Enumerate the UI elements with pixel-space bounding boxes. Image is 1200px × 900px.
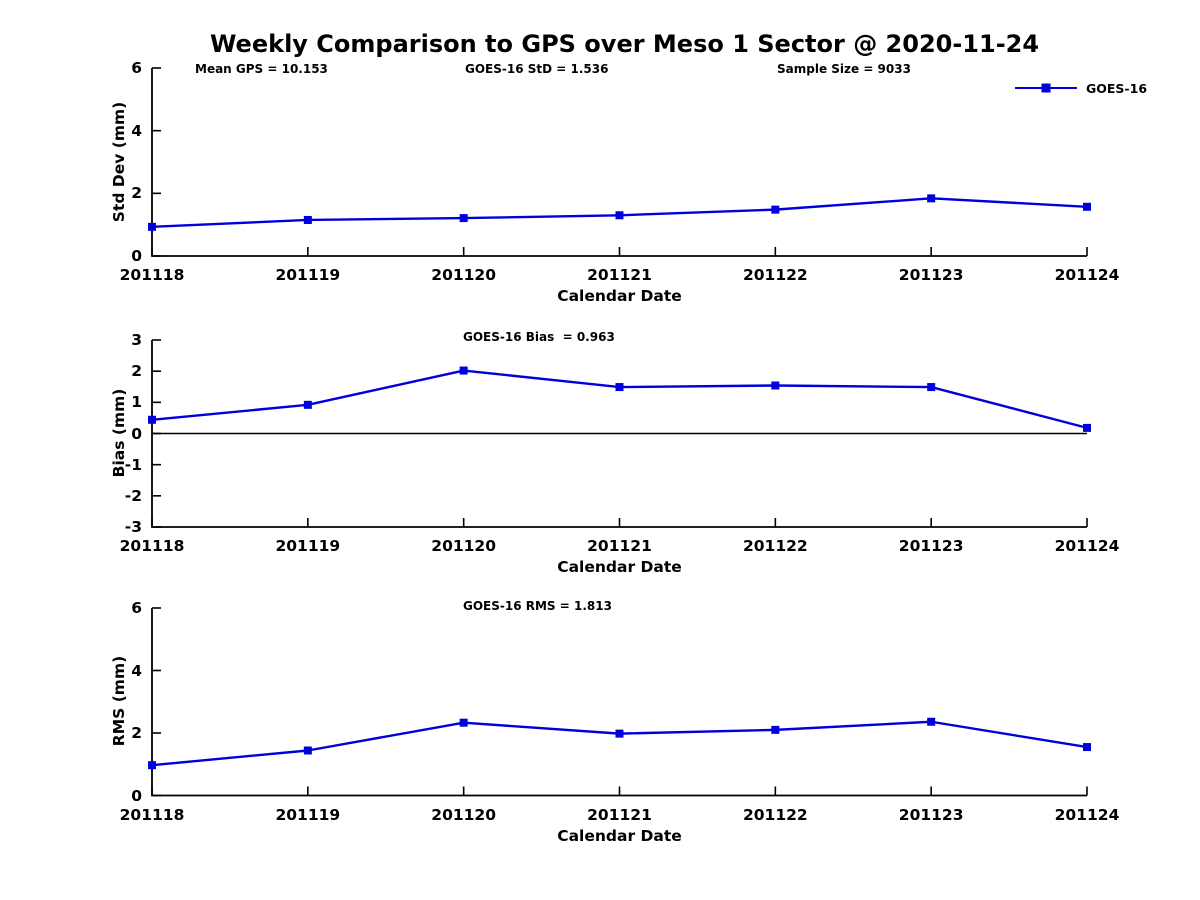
x-axis-label-calendar-date-2: Calendar Date (557, 558, 682, 576)
annotation-goes16-std: GOES-16 StD = 1.536 (465, 62, 609, 76)
x-tick-label: 201124 (1054, 266, 1120, 284)
legend-label: GOES-16 (1086, 80, 1148, 96)
legend-line-marker-icon (1015, 83, 1077, 93)
y-tick-label: -3 (124, 518, 142, 536)
annotation-mean-gps: Mean GPS = 10.153 (195, 62, 328, 76)
y-tick-label: 1 (131, 393, 142, 412)
y-tick-label: 0 (131, 247, 142, 265)
x-tick-label: 201122 (742, 537, 808, 555)
data-point-marker (771, 381, 780, 390)
data-point-marker (148, 761, 156, 770)
axes-spines (151, 68, 1087, 257)
x-tick-label: 201118 (119, 537, 185, 555)
series-line-GOES-16 (151, 720, 1088, 767)
legend-square-marker-icon (1041, 83, 1051, 93)
data-point-marker (615, 211, 624, 220)
x-tick-label: 201123 (898, 266, 964, 284)
legend-goes16: GOES-16 (1015, 78, 1147, 98)
x-tick-label: 201119 (275, 266, 341, 284)
x-tick-label: 201118 (119, 806, 185, 824)
data-point-marker (1083, 743, 1091, 752)
y-tick-label: -2 (124, 486, 142, 505)
data-point-marker (303, 400, 312, 409)
y-tick-label: 4 (131, 121, 142, 140)
data-point-marker (927, 717, 936, 726)
data-point-marker (1083, 202, 1091, 211)
x-tick-label: 201121 (587, 806, 652, 824)
plot-std-dev (148, 67, 1091, 257)
y-tick-label: 6 (131, 59, 142, 77)
y-tick-label: 0 (131, 786, 142, 805)
x-tick-label: 201122 (742, 266, 808, 284)
data-point-marker (1083, 423, 1091, 432)
data-point-marker (303, 215, 312, 224)
data-point-marker (771, 205, 780, 214)
data-point-marker (459, 214, 468, 223)
data-point-marker (459, 718, 468, 727)
y-tick-label: 2 (131, 362, 142, 381)
x-tick-label: 201120 (431, 806, 497, 824)
x-tick-label: 201118 (119, 266, 185, 284)
x-tick-label: 201124 (1054, 806, 1120, 824)
annotation-goes16-rms: GOES-16 RMS = 1.813 (463, 599, 612, 613)
y-tick-label: 3 (131, 331, 142, 349)
data-point-marker (615, 729, 624, 738)
x-tick-label: 201124 (1054, 537, 1120, 555)
x-tick-label: 201119 (275, 537, 341, 555)
x-tick-label: 201121 (587, 266, 652, 284)
y-tick-label: 4 (131, 661, 142, 680)
figure-title: Weekly Comparison to GPS over Meso 1 Sec… (209, 30, 1040, 58)
x-tick-label: 201120 (431, 537, 497, 555)
data-point-marker (927, 383, 936, 392)
plot-rms (148, 607, 1091, 797)
x-tick-label: 201123 (898, 537, 964, 555)
axes-spines (151, 608, 1087, 797)
x-axis-label-calendar-date-3: Calendar Date (557, 827, 682, 845)
data-point-marker (459, 366, 468, 375)
series-line-GOES-16 (151, 369, 1088, 430)
y-tick-label: 6 (131, 599, 142, 617)
x-tick-label: 201121 (587, 537, 652, 555)
x-tick-label: 201120 (431, 266, 497, 284)
data-point-marker (148, 222, 156, 231)
data-point-marker (927, 194, 936, 203)
annotation-goes16-bias: GOES-16 Bias = 0.963 (463, 330, 615, 344)
data-point-marker (303, 746, 312, 755)
y-tick-label: 2 (131, 184, 142, 203)
annotation-sample-size: Sample Size = 9033 (777, 62, 911, 76)
y-tick-label: -1 (124, 455, 142, 474)
x-axis-label-calendar-date-1: Calendar Date (557, 287, 682, 305)
data-point-marker (148, 415, 156, 424)
y-tick-label: 0 (131, 424, 142, 443)
plot-bias (148, 339, 1091, 528)
data-point-marker (771, 725, 780, 734)
x-tick-label: 201122 (742, 806, 808, 824)
x-tick-label: 201123 (898, 806, 964, 824)
x-tick-label: 201119 (275, 806, 341, 824)
data-point-marker (615, 383, 624, 392)
y-tick-label: 2 (131, 724, 142, 742)
